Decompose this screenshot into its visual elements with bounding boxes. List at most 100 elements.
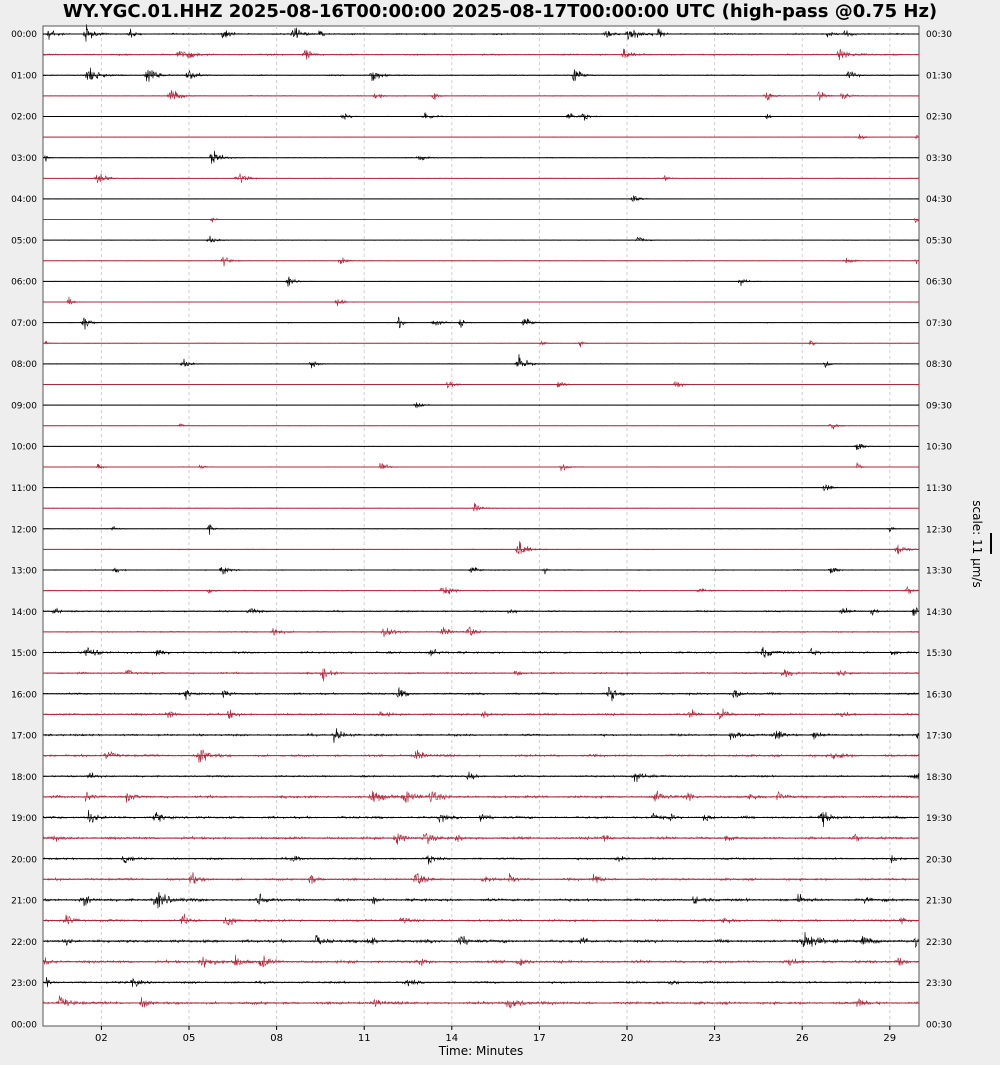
seismic-trace [42,646,920,658]
seismic-trace [42,728,920,744]
seismic-trace [42,217,920,224]
seismic-trace [42,913,920,926]
right-time-label: 00:30 [926,1021,952,1031]
left-time-label: 22:00 [11,938,37,948]
left-time-label: 13:00 [11,567,37,577]
seismic-trace [42,954,920,968]
left-time-label: 15:00 [11,649,37,659]
right-time-label: 02:30 [926,113,952,123]
left-time-label: 10:00 [11,443,37,453]
left-time-label: 08:00 [11,360,37,370]
seismic-trace [42,462,920,472]
seismic-trace [42,668,920,682]
seismic-trace [42,686,920,702]
right-time-label: 00:30 [926,30,952,40]
left-time-label: 12:00 [11,525,37,535]
left-time-label: 18:00 [11,773,37,783]
right-time-label: 17:30 [926,732,952,742]
scale-label: scale: 11 µm/s [970,500,984,587]
left-time-label: 20:00 [11,855,37,865]
seismic-trace [42,892,920,909]
left-time-label: 21:00 [11,897,37,907]
x-axis-label: Time: Minutes [438,1044,523,1058]
x-ticks: 02 05 08 11 14 17 20 23 26 29 [95,1026,896,1044]
seismic-trace [42,235,920,243]
seismic-trace [42,708,920,720]
seismic-trace [42,423,920,430]
left-time-label: 04:00 [11,195,37,205]
seismic-trace [42,790,920,803]
seismic-trace [42,48,920,61]
seismic-trace [42,931,920,948]
seismic-trace [42,172,920,183]
right-time-label: 12:30 [926,525,952,535]
seismic-trace [42,133,920,140]
time-labels: 00:00 00:30 01:00 01:30 02:00 02:30 03:00 03:30… [11,30,952,1031]
seismic-trace [42,976,920,988]
seismic-trace [42,256,920,267]
left-time-label: 02:00 [11,113,37,123]
seismic-trace [42,524,920,535]
right-time-label: 22:30 [926,938,952,948]
left-time-label: 11:00 [11,484,37,494]
left-time-label: 00:00 [11,1021,37,1031]
seismic-trace [42,484,920,492]
seismic-trace [42,502,920,512]
seismic-trace [42,316,920,330]
right-time-label: 13:30 [926,567,952,577]
right-time-label: 19:30 [926,814,952,824]
chart-title: WY.YGC.01.HHZ 2025-08-16T00:00:00 2025-0… [62,1,938,22]
left-time-label: 07:00 [11,319,37,329]
right-time-label: 09:30 [926,401,952,411]
x-tick-label: 17 [533,1033,546,1044]
right-time-label: 06:30 [926,278,952,288]
x-tick-label: 29 [883,1033,896,1044]
grid [100,26,891,1026]
right-time-label: 08:30 [926,360,952,370]
seismic-trace [42,111,919,121]
right-time-label: 07:30 [926,319,952,329]
seismic-trace [42,150,920,164]
x-tick-label: 20 [621,1033,634,1044]
right-time-label: 10:30 [926,443,952,453]
seismic-trace [42,354,920,369]
seismic-trace [42,995,920,1009]
right-time-label: 16:30 [926,690,952,700]
left-time-label: 05:00 [11,236,37,246]
seismic-trace [42,607,920,617]
left-time-label: 17:00 [11,732,37,742]
right-time-label: 04:30 [926,195,952,205]
x-tick-label: 08 [270,1033,283,1044]
right-time-label: 11:30 [926,484,952,494]
seismic-trace [42,626,920,637]
seismic-trace [42,402,920,409]
left-time-label: 19:00 [11,814,37,824]
left-time-label: 09:00 [11,401,37,411]
left-time-label: 01:00 [11,71,37,81]
seismic-trace [42,566,920,575]
right-time-label: 14:30 [926,608,952,618]
left-time-label: 03:00 [11,154,37,164]
right-time-label: 18:30 [926,773,952,783]
right-time-label: 01:30 [926,71,952,81]
left-time-label: 06:00 [11,278,37,288]
right-time-label: 15:30 [926,649,952,659]
seismic-trace [42,771,920,783]
x-tick-label: 23 [708,1033,721,1044]
seismic-trace [42,855,920,865]
x-tick-label: 05 [183,1033,196,1044]
seismic-trace [42,276,920,287]
seismic-trace [42,833,920,845]
x-tick-label: 11 [358,1033,371,1044]
x-tick-label: 26 [796,1033,809,1044]
left-time-label: 00:00 [11,30,37,40]
right-time-label: 21:30 [926,897,952,907]
right-time-label: 05:30 [926,236,952,246]
seismic-trace [42,24,920,42]
left-time-label: 23:00 [11,979,37,989]
x-tick-label: 02 [95,1033,108,1044]
right-time-label: 20:30 [926,855,952,865]
seismic-trace [42,809,920,828]
left-time-label: 16:00 [11,690,37,700]
seismic-trace [42,585,920,595]
